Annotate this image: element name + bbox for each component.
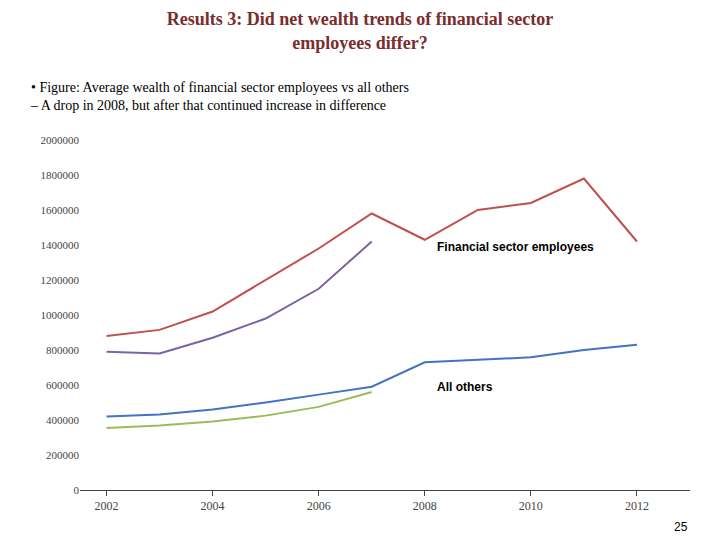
svg-text:2002: 2002 [95, 499, 119, 513]
svg-text:1000000: 1000000 [41, 309, 80, 321]
svg-text:2004: 2004 [201, 499, 225, 513]
svg-text:• Figure: Average wealth of fi: • Figure: Average wealth of financial se… [30, 80, 409, 113]
svg-text:2006: 2006 [307, 499, 331, 513]
svg-text:Financial sector employees: Financial sector employees [437, 240, 594, 254]
svg-text:600000: 600000 [46, 379, 80, 391]
svg-text:800000: 800000 [46, 344, 80, 356]
svg-text:1600000: 1600000 [41, 204, 80, 216]
svg-text:25: 25 [674, 520, 688, 534]
svg-text:400000: 400000 [46, 414, 80, 426]
svg-text:1200000: 1200000 [41, 274, 80, 286]
svg-text:2010: 2010 [519, 499, 543, 513]
svg-text:1800000: 1800000 [41, 169, 80, 181]
svg-text:2008: 2008 [413, 499, 437, 513]
svg-text:0: 0 [74, 484, 80, 496]
svg-text:2000000: 2000000 [41, 134, 80, 146]
svg-text:200000: 200000 [46, 449, 80, 461]
svg-text:All others: All others [437, 380, 493, 394]
svg-text:1400000: 1400000 [41, 239, 80, 251]
svg-text:2012: 2012 [625, 499, 649, 513]
svg-text:Results 3: Did net wealth tren: Results 3: Did net wealth trends of fina… [167, 9, 554, 52]
